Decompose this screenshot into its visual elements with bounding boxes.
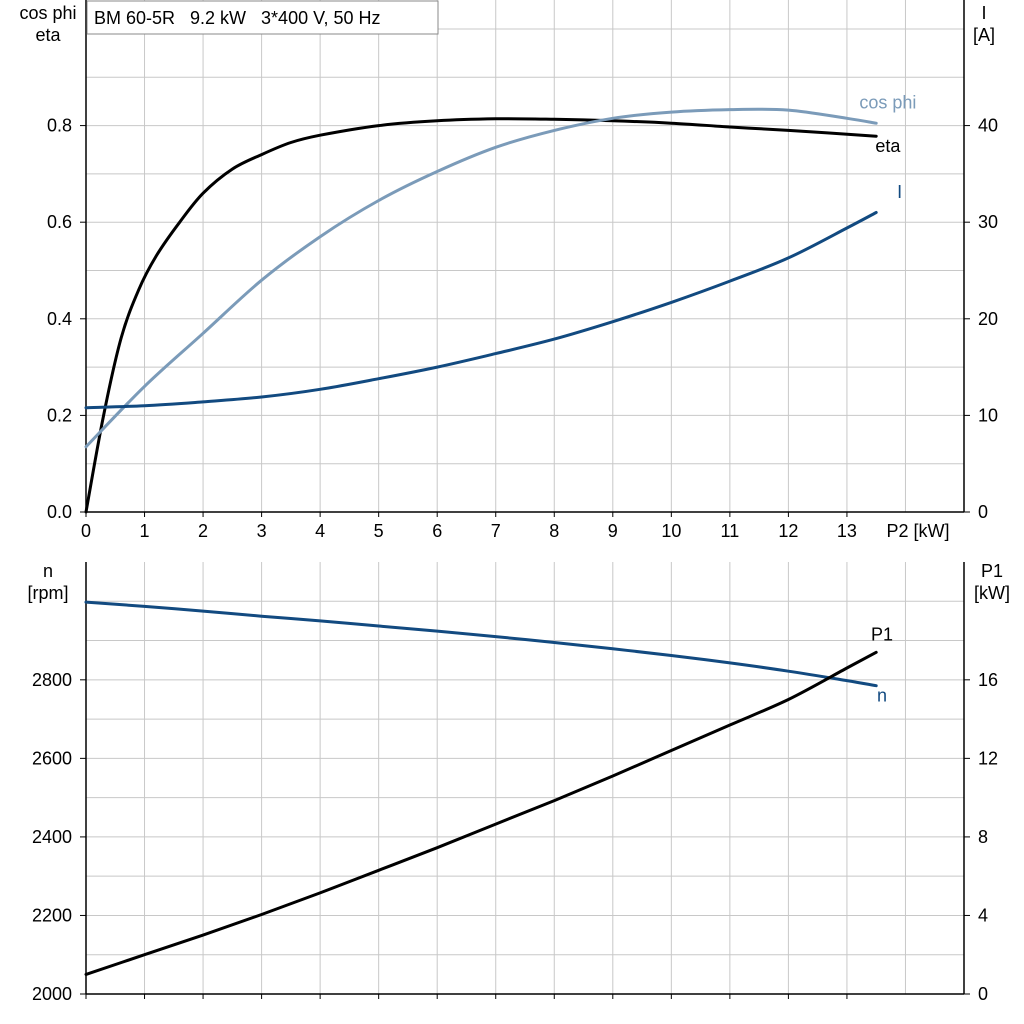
left-axis-label: cos phi xyxy=(19,3,76,23)
x-tick-label: 7 xyxy=(491,521,501,541)
x-tick-label: 5 xyxy=(374,521,384,541)
lower-panel-speed-power: 200022002400260028000481216n[rpm]P1[kW]P… xyxy=(27,561,1010,1004)
series-label-i: I xyxy=(897,182,902,202)
left-tick-label: 2800 xyxy=(32,670,72,690)
series-line-eta xyxy=(84,117,878,514)
right-tick-label: 16 xyxy=(978,670,998,690)
series-label-n: n xyxy=(877,685,887,705)
right-axis-label: P1 xyxy=(981,561,1003,581)
left-tick-label: 0.4 xyxy=(47,309,72,329)
series-label-eta: eta xyxy=(875,136,901,156)
left-tick-label: 0.0 xyxy=(47,502,72,522)
series-label-p1: P1 xyxy=(871,625,893,645)
right-tick-label: 10 xyxy=(978,405,998,425)
right-tick-label: 12 xyxy=(978,748,998,768)
x-tick-label: 8 xyxy=(549,521,559,541)
series-line-i xyxy=(84,211,878,410)
x-tick-label: 0 xyxy=(81,521,91,541)
left-tick-label: 2200 xyxy=(32,905,72,925)
right-tick-label: 4 xyxy=(978,905,988,925)
left-tick-label: 2600 xyxy=(32,748,72,768)
chart-title: BM 60-5R 9.2 kW 3*400 V, 50 Hz xyxy=(94,8,380,28)
right-axis-label: [kW] xyxy=(974,583,1010,603)
right-axis-label: I xyxy=(981,3,986,23)
right-tick-label: 20 xyxy=(978,309,998,329)
x-tick-label: 1 xyxy=(140,521,150,541)
title-box: BM 60-5R 9.2 kW 3*400 V, 50 Hz xyxy=(86,0,439,35)
right-tick-label: 30 xyxy=(978,212,998,232)
x-axis-label: P2 [kW] xyxy=(886,521,949,541)
series-line-p1 xyxy=(84,650,878,976)
left-tick-label: 2000 xyxy=(32,984,72,1004)
left-tick-label: 2400 xyxy=(32,827,72,847)
x-tick-label: 10 xyxy=(661,521,681,541)
right-tick-label: 0 xyxy=(978,502,988,522)
left-tick-label: 0.6 xyxy=(47,212,72,232)
left-tick-label: 0.2 xyxy=(47,405,72,425)
left-tick-label: 0.8 xyxy=(47,116,72,136)
x-tick-label: 2 xyxy=(198,521,208,541)
left-axis-label: [rpm] xyxy=(27,583,68,603)
x-tick-label: 9 xyxy=(608,521,618,541)
right-axis-label: [A] xyxy=(973,25,995,45)
left-axis-label: n xyxy=(43,561,53,581)
x-tick-label: 13 xyxy=(837,521,857,541)
right-tick-label: 8 xyxy=(978,827,988,847)
x-tick-label: 11 xyxy=(721,521,740,541)
right-tick-label: 40 xyxy=(978,116,998,136)
series-line-n xyxy=(84,600,878,688)
x-tick-label: 12 xyxy=(778,521,798,541)
series-label-cos-phi: cos phi xyxy=(859,93,916,113)
x-tick-label: 6 xyxy=(432,521,442,541)
right-tick-label: 0 xyxy=(978,984,988,1004)
left-axis-label: eta xyxy=(35,25,61,45)
x-tick-label: 4 xyxy=(315,521,325,541)
x-tick-label: 3 xyxy=(257,521,267,541)
series-line-cos-phi xyxy=(84,107,878,449)
